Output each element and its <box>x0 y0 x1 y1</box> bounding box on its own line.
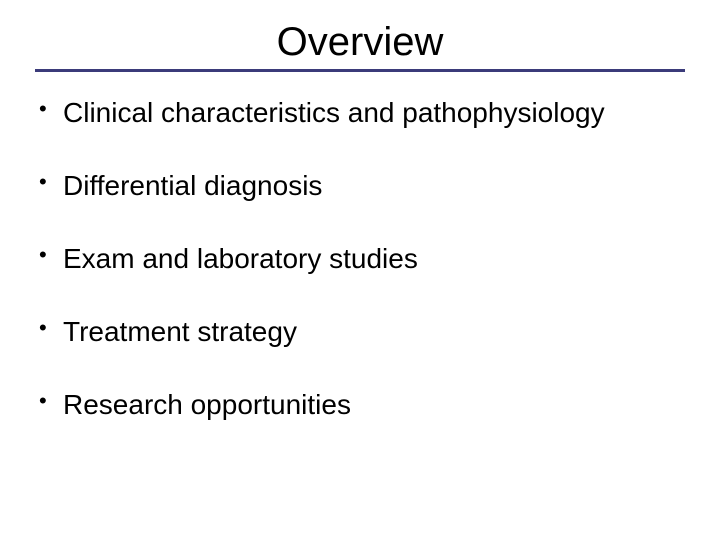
list-item: Treatment strategy <box>35 315 605 348</box>
slide-title: Overview <box>277 20 444 65</box>
title-divider: Overview <box>35 20 685 72</box>
slide: Overview Clinical characteristics and pa… <box>0 0 720 540</box>
list-item: Research opportunities <box>35 388 605 421</box>
list-item: Clinical characteristics and pathophysio… <box>35 96 605 129</box>
bullet-list: Clinical characteristics and pathophysio… <box>35 96 685 421</box>
list-item: Exam and laboratory studies <box>35 242 605 275</box>
list-item: Differential diagnosis <box>35 169 605 202</box>
